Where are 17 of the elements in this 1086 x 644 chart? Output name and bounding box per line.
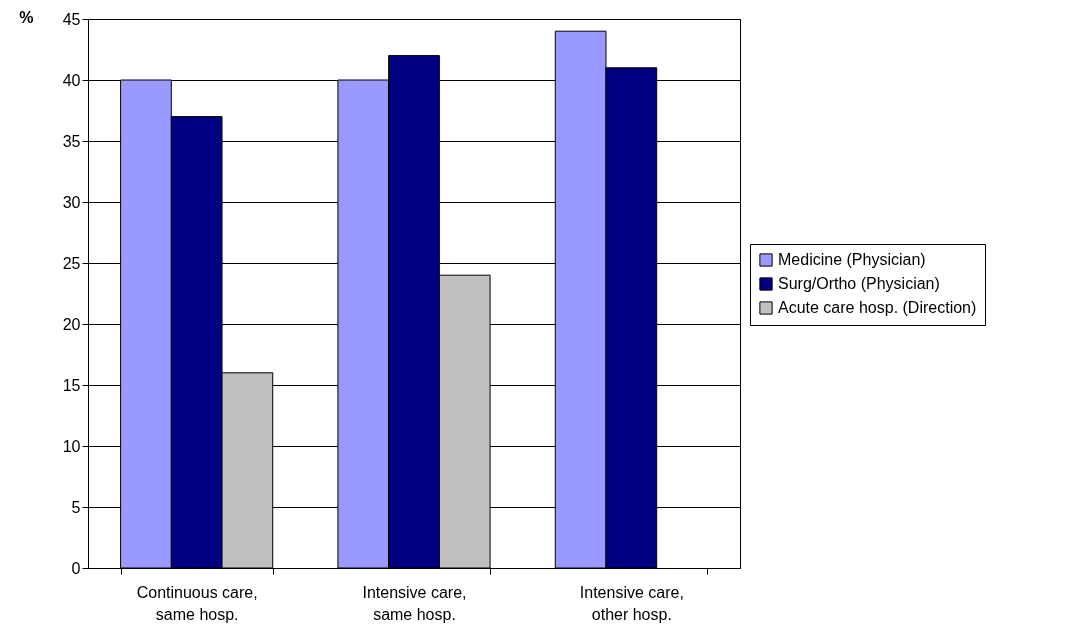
y-axis-title: % [19,8,34,26]
y-tick-label: 35 [62,132,81,150]
x-tick-label: Intensive care, other hosp. [579,583,684,623]
x-tick-label: Intensive care, same hosp. [362,583,467,623]
legend-label: Acute care hosp. (Direction) [778,299,977,316]
y-tick-label: 30 [62,193,81,211]
y-tick-label: 15 [62,376,81,394]
legend-label: Surg/Ortho (Physician) [778,275,940,292]
y-tick-label: 40 [62,71,81,89]
y-tick-label: 25 [62,254,81,272]
y-tick-label: 20 [62,315,81,333]
x-tick-label: Continuous care, same hosp. [136,583,258,623]
y-tick-label: 0 [71,559,81,577]
y-tick-label: 45 [62,10,81,28]
y-tick-label: 10 [62,437,81,455]
legend-label: Medicine (Physician) [778,251,926,268]
y-tick-label: 5 [71,498,81,516]
